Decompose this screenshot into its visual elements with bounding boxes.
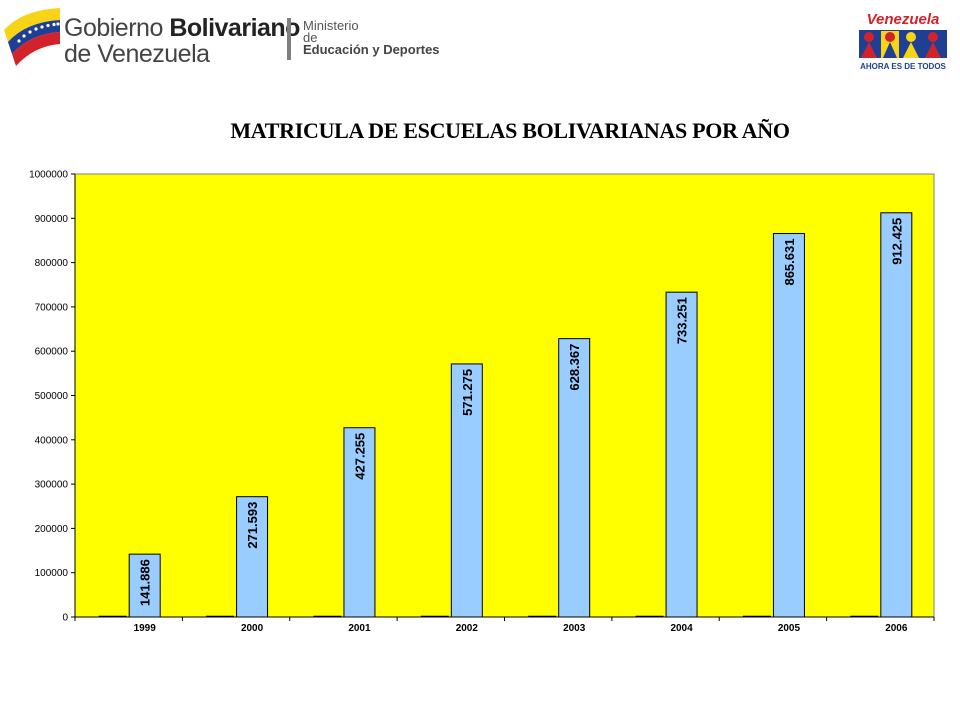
y-tick-label: 800000 xyxy=(35,258,69,269)
data-labels: 141.886 271.593 427.255 571.275 628.367 733.2… xyxy=(138,218,905,606)
x-axis: 1999 2000 2001 2002 2003 2004 2005 2006 xyxy=(74,616,935,634)
ministry-line-3: Educación y Deportes xyxy=(303,42,440,57)
ministry-name: Ministerio de Educación y Deportes xyxy=(303,18,440,57)
chart-title: MATRICULA DE ESCUELAS BOLIVARIANAS POR A… xyxy=(230,118,790,143)
bar-2001 xyxy=(343,427,376,618)
data-label-1999: 141.886 xyxy=(138,559,153,606)
data-label-2003: 628.367 xyxy=(567,344,582,391)
bar-series xyxy=(98,212,913,618)
y-tick-label: 200000 xyxy=(35,524,69,535)
data-label-2001: 427.255 xyxy=(352,433,367,480)
right-logo-title: Venezuela xyxy=(867,11,940,28)
bar-2003 xyxy=(558,338,591,618)
y-tick-label: 1000000 xyxy=(29,170,68,181)
x-tick-label: 2006 xyxy=(885,623,908,634)
data-label-2005: 865.631 xyxy=(782,239,797,286)
brand-subtitle: de Venezuela xyxy=(64,40,210,68)
brand-name: Gobierno Bolivariano xyxy=(64,14,300,43)
data-label-2004: 733.251 xyxy=(675,297,690,344)
x-tick-label: 2004 xyxy=(670,623,693,634)
venezuela-ahora-es-de-todos-logo: Venezuela AHORA ES DE TODOS xyxy=(859,11,947,71)
data-label-2006: 912.425 xyxy=(889,218,904,265)
venezuela-flag-logo xyxy=(4,8,60,66)
x-tick-label: 2005 xyxy=(778,623,801,634)
bar-2006 xyxy=(880,212,913,618)
x-tick-label: 2001 xyxy=(348,623,371,634)
x-tick-label: 2003 xyxy=(563,623,586,634)
x-tick-label: 2002 xyxy=(456,623,479,634)
data-label-2002: 571.275 xyxy=(460,369,475,416)
ministry-line-2: de xyxy=(303,30,318,45)
bar-1999 xyxy=(128,553,161,618)
y-tick-label: 0 xyxy=(62,613,68,624)
bar-2004 xyxy=(665,291,698,618)
brand-divider xyxy=(287,18,291,60)
x-tick-label: 1999 xyxy=(134,623,157,634)
bar-2005 xyxy=(772,233,805,618)
y-tick-label: 700000 xyxy=(35,302,69,313)
y-tick-label: 100000 xyxy=(35,568,69,579)
bar-chart: 0 100000 200000 300000 400000 500000 600000 700… xyxy=(29,170,935,634)
ministry-line-1: Ministerio xyxy=(303,18,359,33)
brand-word-bolivariano: Bolivariano xyxy=(169,14,300,42)
y-tick-label: 300000 xyxy=(35,480,69,491)
plot-area xyxy=(74,173,935,618)
right-logo-tagline: AHORA ES DE TODOS xyxy=(860,62,946,71)
bar-2000 xyxy=(236,496,269,618)
y-tick-label: 500000 xyxy=(35,391,69,402)
y-tick-label: 900000 xyxy=(35,214,69,225)
y-tick-label: 600000 xyxy=(35,347,69,358)
data-label-2000: 271.593 xyxy=(245,502,260,549)
brand-word-gobierno: Gobierno xyxy=(64,14,163,42)
children-figures-icon xyxy=(861,31,941,58)
header: Gobierno Bolivariano de Venezuela Minist… xyxy=(0,0,960,80)
y-tick-label: 400000 xyxy=(35,435,69,446)
x-tick-label: 2000 xyxy=(241,623,264,634)
y-axis: 0 100000 200000 300000 400000 500000 600000 700… xyxy=(29,170,76,624)
bar-2002 xyxy=(450,363,483,618)
